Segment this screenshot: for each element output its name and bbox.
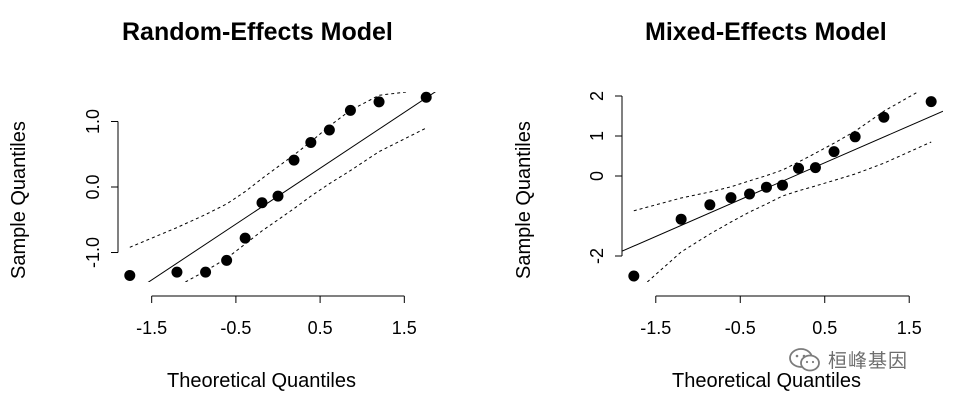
x-tick-label: -0.5 xyxy=(725,318,756,338)
x-axis-label-mixed-effects: Theoretical Quantiles xyxy=(672,370,861,392)
confidence-envelope-upper xyxy=(129,92,407,248)
x-axis-label-random-effects: Theoretical Quantiles xyxy=(167,370,356,392)
data-point xyxy=(323,124,335,136)
y-tick-label: -1.0 xyxy=(83,237,103,268)
x-tick-label: 1.5 xyxy=(897,318,922,338)
watermark-text: 桓峰基因 xyxy=(828,350,909,372)
data-point xyxy=(704,199,716,211)
y-tick-label: 0 xyxy=(587,171,607,181)
data-point xyxy=(221,254,233,266)
data-point xyxy=(420,91,432,103)
data-point xyxy=(272,190,284,202)
data-point xyxy=(744,188,756,200)
watermark: 桓峰基因 xyxy=(788,346,908,373)
data-point xyxy=(793,162,805,174)
data-point xyxy=(675,213,687,225)
y-tick-label: 2 xyxy=(587,91,607,101)
confidence-envelope-lower xyxy=(646,141,932,282)
x-tick-label: 1.5 xyxy=(392,318,417,338)
chart-title-random-effects: Random-Effects Model xyxy=(122,18,393,46)
wechat-icon xyxy=(789,347,820,371)
data-point xyxy=(777,179,788,191)
data-point xyxy=(239,232,251,244)
data-point xyxy=(809,162,821,174)
y-tick-label: -2 xyxy=(587,248,607,264)
data-point xyxy=(305,136,317,148)
data-point xyxy=(828,146,840,158)
data-point xyxy=(725,192,737,204)
data-point xyxy=(878,111,890,123)
data-point xyxy=(256,197,268,209)
chart-title-mixed-effects: Mixed-Effects Model xyxy=(645,18,887,46)
data-point xyxy=(124,269,136,281)
data-point xyxy=(628,270,640,282)
x-tick-label: 0.5 xyxy=(308,318,333,338)
data-point xyxy=(171,266,183,278)
data-point xyxy=(344,104,356,116)
x-tick-label: -1.5 xyxy=(136,318,167,338)
data-point xyxy=(373,96,385,108)
data-point xyxy=(925,96,937,108)
x-tick-label: -1.5 xyxy=(640,318,671,338)
data-point xyxy=(288,154,300,166)
y-tick-label: 1 xyxy=(587,131,607,141)
y-tick-label: 0.0 xyxy=(83,174,103,199)
y-tick-label: 1.0 xyxy=(83,109,103,134)
data-point xyxy=(760,181,772,193)
x-tick-label: -0.5 xyxy=(220,318,251,338)
confidence-envelope-upper xyxy=(633,92,918,212)
data-point xyxy=(200,266,212,278)
data-point xyxy=(849,131,861,143)
x-tick-label: 0.5 xyxy=(812,318,837,338)
